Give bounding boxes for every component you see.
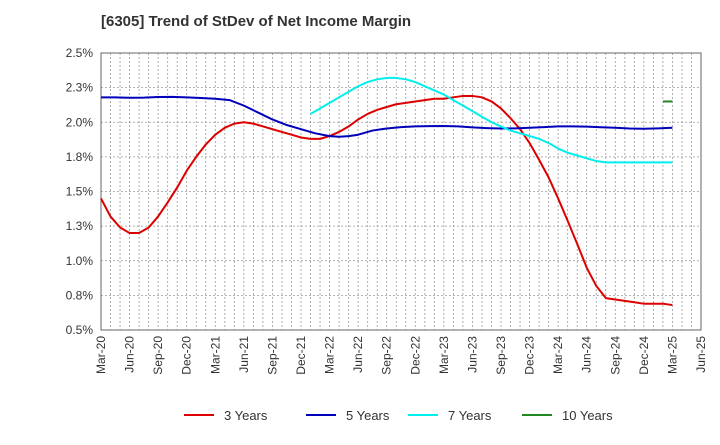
y-tick-label: 0.8% (66, 288, 94, 302)
axes: 0.5% 0.8% 1.0% 1.3% 1.5% 1.8% 2.0% 2.3% 2.5% Mar-… (66, 46, 708, 375)
chart-title: [6305] Trend of StDev of Net Income Marg… (101, 13, 411, 30)
y-tick-label: 2.0% (66, 115, 94, 129)
x-tick-label: Jun-22 (351, 336, 365, 373)
x-tick-label: Sep-24 (608, 336, 622, 375)
x-tick-label: Jun-21 (237, 336, 251, 373)
x-tick-label: Mar-25 (665, 336, 679, 374)
x-tick-label: Mar-23 (437, 336, 451, 374)
series-lines (100, 76, 673, 307)
x-tick-label: Jun-20 (123, 336, 137, 373)
x-tick-label: Jun-23 (465, 336, 479, 373)
legend-label-3-years: 3 Years (224, 408, 268, 423)
x-tick-label: Jun-24 (580, 336, 594, 373)
x-tick-label: Sep-20 (151, 336, 165, 375)
x-tick-label: Sep-23 (494, 336, 508, 375)
x-tick-label: Dec-23 (523, 336, 537, 375)
grid (100, 52, 702, 331)
plot-frame (100, 52, 702, 331)
y-tick-label: 1.8% (66, 150, 94, 164)
y-tick-label: 2.5% (66, 46, 94, 60)
x-tick-label: Mar-21 (208, 336, 222, 374)
x-tick-label: Dec-21 (294, 336, 308, 375)
x-tick-label: Dec-22 (408, 336, 422, 375)
x-tick-label: Mar-20 (94, 336, 108, 374)
x-tick-label: Dec-20 (180, 336, 194, 375)
series-line-5-years (101, 95, 673, 138)
series-line-7-years (309, 76, 673, 164)
y-tick-label: 0.5% (66, 323, 94, 337)
x-tick-label: Dec-24 (637, 336, 651, 375)
legend: 3 Years 5 Years 7 Years 10 Years (184, 408, 613, 423)
legend-label-7-years: 7 Years (448, 408, 492, 423)
x-tick-label: Jun-25 (694, 336, 708, 373)
legend-label-5-years: 5 Years (346, 408, 390, 423)
x-tick-label: Mar-24 (551, 336, 565, 374)
x-tick-label: Sep-21 (265, 336, 279, 375)
legend-label-10-years: 10 Years (562, 408, 613, 423)
y-tick-label: 2.3% (66, 81, 94, 95)
x-tick-label: Sep-22 (380, 336, 394, 375)
series-line-3-years (100, 94, 673, 307)
y-tick-label: 1.0% (66, 254, 94, 268)
y-tick-label: 1.3% (66, 219, 94, 233)
x-tick-label: Mar-22 (323, 336, 337, 374)
y-tick-label: 1.5% (66, 185, 94, 199)
